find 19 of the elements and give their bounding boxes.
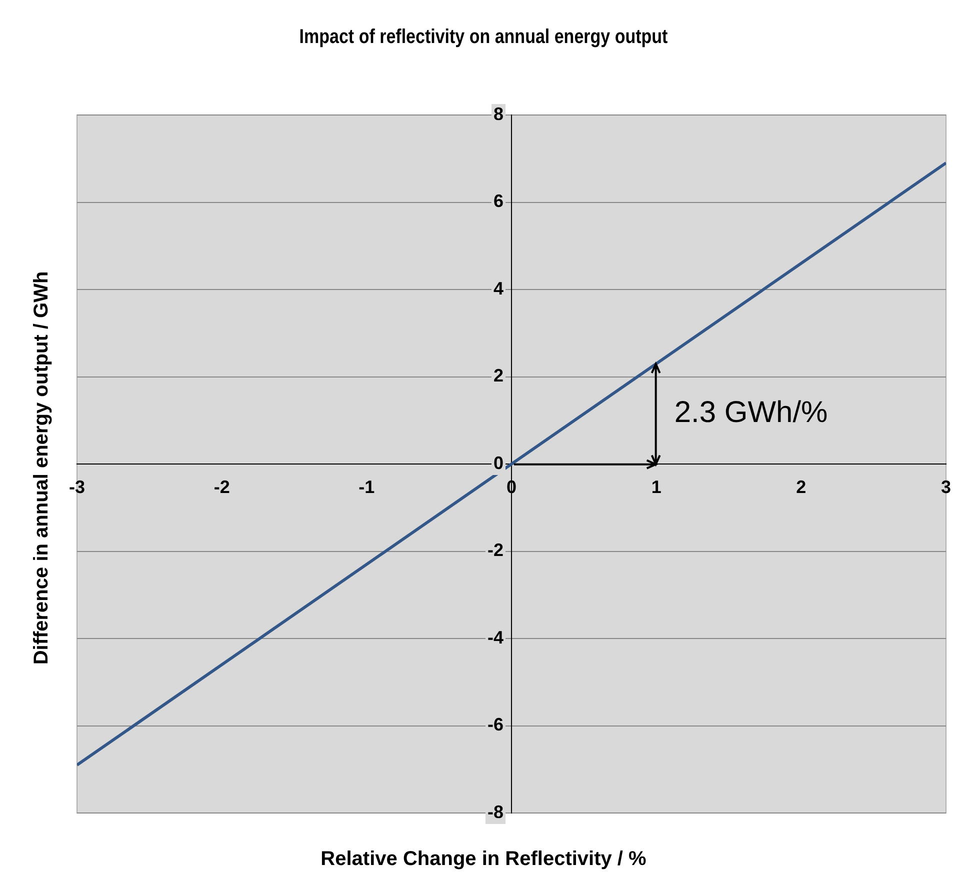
x-tick-label: 3	[940, 476, 951, 497]
x-tick-label: -3	[68, 476, 86, 497]
y-tick-label: 8	[493, 104, 504, 124]
x-tick-label: -1	[358, 476, 375, 497]
y-tick-label: -8	[487, 802, 504, 822]
y-axis-title: Difference in annual energy output / GWh	[30, 271, 54, 665]
x-tick-label: -2	[214, 476, 230, 497]
y-tick-label: 0	[493, 452, 504, 473]
x-tick-label: 1	[651, 476, 662, 497]
y-tick-label: -4	[487, 627, 504, 648]
y-tick-label: 2	[493, 366, 504, 386]
y-tick-label: 4	[493, 278, 504, 298]
y-tick-label: 6	[493, 191, 504, 212]
y-tick-label: -2	[487, 540, 504, 560]
x-axis-title: Relative Change in Reflectivity / %	[320, 848, 648, 871]
chart-title: Impact of reflectivity on annual energy output	[298, 26, 669, 49]
x-tick-label: 2	[796, 476, 806, 497]
annotation: 2.3 GWh/%	[674, 396, 828, 430]
y-tick-label: -6	[487, 714, 504, 735]
